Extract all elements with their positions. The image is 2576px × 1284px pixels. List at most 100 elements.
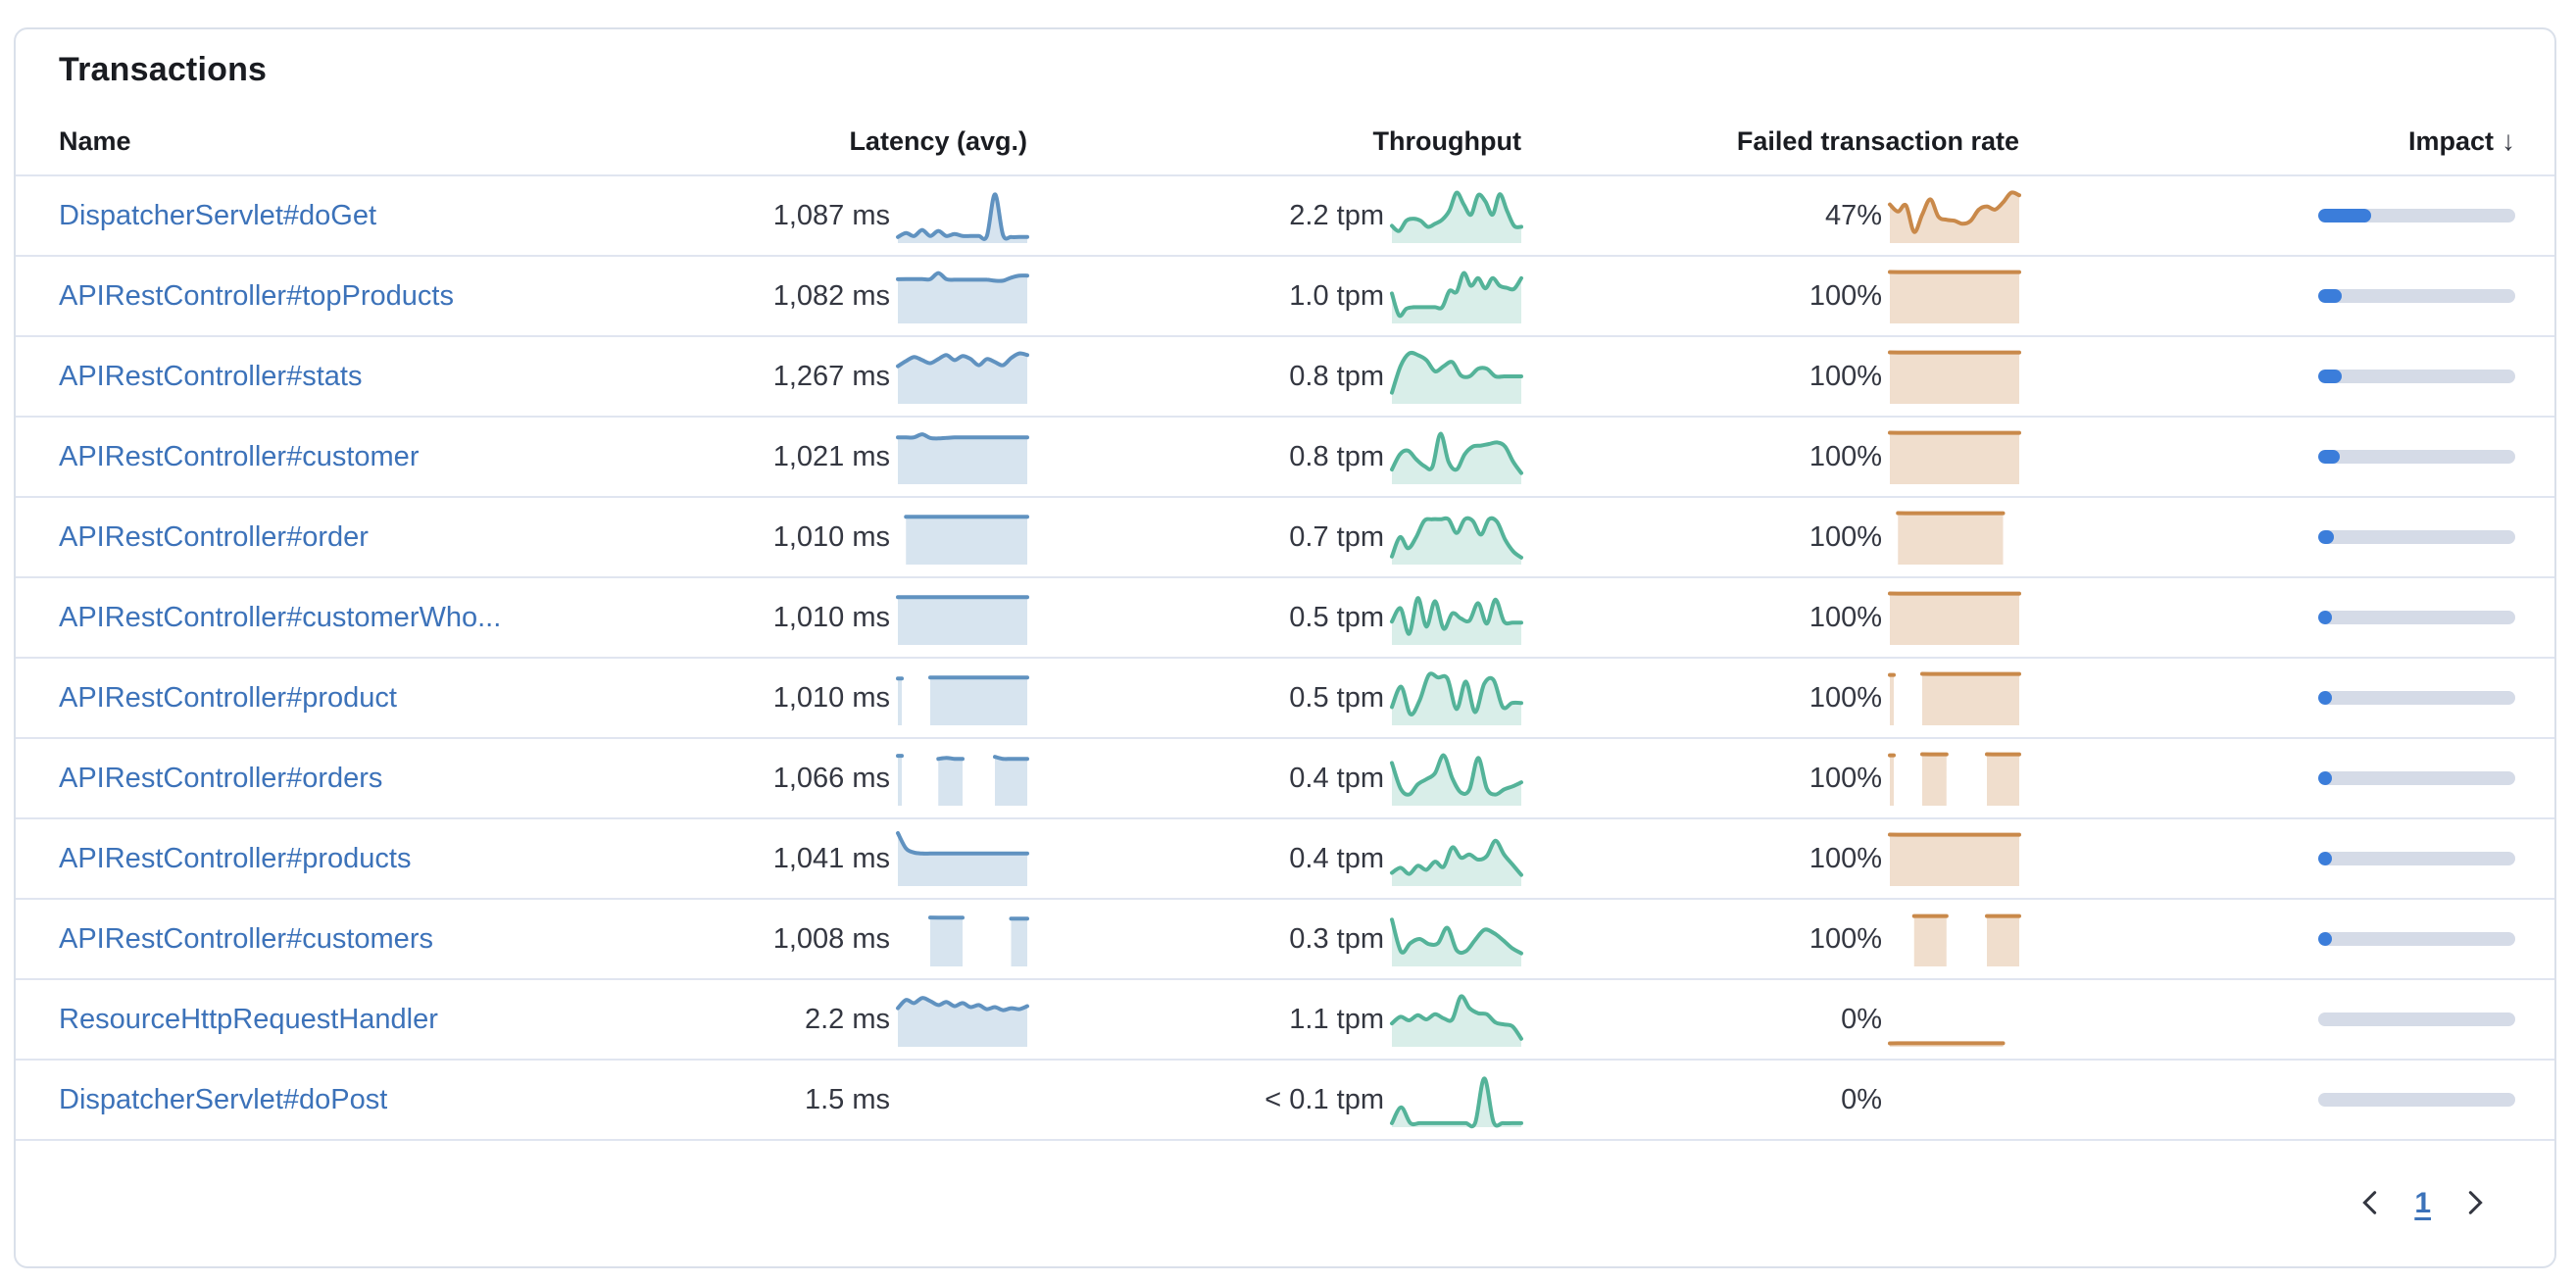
throughput-sparkline bbox=[1390, 912, 1523, 966]
column-header-name[interactable]: Name bbox=[59, 125, 131, 156]
failed-rate-value: 100% bbox=[1808, 279, 1882, 312]
transaction-name-link[interactable]: DispatcherServlet#doPost bbox=[59, 1083, 388, 1115]
impact-bar bbox=[2318, 771, 2515, 785]
panel-title: Transactions bbox=[59, 51, 268, 88]
chevron-right-icon bbox=[2460, 1188, 2490, 1220]
throughput-cell: 0.7 tpm bbox=[1289, 498, 1523, 576]
latency-sparkline bbox=[896, 429, 1029, 484]
impact-cell bbox=[2318, 659, 2515, 737]
latency-cell: 1,010 ms bbox=[772, 578, 1029, 657]
impact-cell bbox=[2318, 980, 2515, 1059]
latency-value: 1,010 ms bbox=[772, 601, 890, 633]
throughput-value: < 0.1 tpm bbox=[1264, 1083, 1384, 1115]
name-cell: APIRestController#topProducts bbox=[59, 257, 454, 335]
transaction-name-link[interactable]: APIRestController#customers bbox=[59, 922, 433, 955]
failed-rate-sparkline bbox=[1890, 912, 2021, 966]
transaction-name-link[interactable]: APIRestController#product bbox=[59, 681, 397, 714]
table-row: APIRestController#stats 1,267 ms 0.8 tpm… bbox=[16, 337, 2554, 418]
latency-cell: 1,087 ms bbox=[772, 176, 1029, 255]
impact-bar bbox=[2318, 691, 2515, 705]
throughput-cell: 0.8 tpm bbox=[1289, 337, 1523, 416]
column-header-impact[interactable]: Impact ↓ bbox=[2407, 125, 2515, 156]
failed-rate-value: 47% bbox=[1824, 199, 1882, 231]
failed-rate-sparkline bbox=[1888, 429, 2021, 484]
transaction-name-link[interactable]: APIRestController#customerWho... bbox=[59, 601, 502, 633]
impact-bar-fill bbox=[2318, 450, 2341, 464]
name-cell: APIRestController#product bbox=[59, 659, 397, 737]
latency-value: 1,087 ms bbox=[772, 199, 890, 231]
failed-rate-cell: 47% bbox=[1824, 176, 2021, 255]
throughput-value: 0.4 tpm bbox=[1289, 762, 1384, 794]
transaction-name-link[interactable]: ResourceHttpRequestHandler bbox=[59, 1003, 438, 1035]
impact-cell bbox=[2318, 257, 2515, 335]
throughput-cell: 1.1 tpm bbox=[1289, 980, 1523, 1059]
transaction-name-link[interactable]: APIRestController#products bbox=[59, 842, 412, 874]
impact-cell bbox=[2318, 498, 2515, 576]
name-cell: DispatcherServlet#doPost bbox=[59, 1061, 387, 1139]
failed-rate-value: 100% bbox=[1808, 360, 1882, 392]
latency-sparkline bbox=[896, 831, 1029, 886]
transaction-name-link[interactable]: DispatcherServlet#doGet bbox=[59, 199, 376, 231]
latency-sparkline bbox=[896, 992, 1029, 1047]
failed-rate-value: 0% bbox=[1841, 1083, 1882, 1115]
column-header-failed-rate[interactable]: Failed transaction rate bbox=[1736, 125, 2019, 156]
name-cell: DispatcherServlet#doGet bbox=[59, 176, 376, 255]
table-row: ResourceHttpRequestHandler 2.2 ms 1.1 tp… bbox=[16, 980, 2554, 1061]
transaction-name-link[interactable]: APIRestController#orders bbox=[59, 762, 383, 794]
name-cell: APIRestController#orders bbox=[59, 739, 382, 817]
failed-rate-cell: 100% bbox=[1808, 257, 2021, 335]
latency-sparkline bbox=[896, 349, 1029, 404]
previous-page-button[interactable] bbox=[2353, 1187, 2387, 1220]
failed-rate-sparkline bbox=[1890, 1072, 2019, 1127]
latency-value: 1,066 ms bbox=[772, 762, 890, 794]
impact-bar-fill bbox=[2318, 289, 2343, 303]
throughput-cell: 0.5 tpm bbox=[1289, 578, 1523, 657]
page-number-1[interactable]: 1 bbox=[2414, 1187, 2431, 1219]
failed-rate-sparkline bbox=[1888, 349, 2021, 404]
table-row: DispatcherServlet#doPost 1.5 ms < 0.1 tp… bbox=[16, 1061, 2554, 1141]
transaction-name-link[interactable]: APIRestController#stats bbox=[59, 360, 363, 392]
impact-cell bbox=[2318, 819, 2515, 898]
throughput-value: 1.1 tpm bbox=[1289, 1003, 1384, 1035]
throughput-cell: 0.3 tpm bbox=[1289, 900, 1523, 978]
failed-rate-sparkline bbox=[1888, 992, 2019, 1047]
latency-cell: 1,066 ms bbox=[772, 739, 1029, 817]
next-page-button[interactable] bbox=[2458, 1187, 2492, 1220]
table-row: APIRestController#topProducts 1,082 ms 1… bbox=[16, 257, 2554, 337]
throughput-sparkline bbox=[1390, 188, 1523, 243]
throughput-value: 0.8 tpm bbox=[1289, 440, 1384, 472]
failed-rate-value: 100% bbox=[1808, 922, 1882, 955]
throughput-value: 0.3 tpm bbox=[1289, 922, 1384, 955]
name-cell: APIRestController#customer bbox=[59, 418, 419, 496]
transactions-panel: Transactions Name Latency (avg.) Through… bbox=[14, 27, 2556, 1268]
impact-cell bbox=[2318, 418, 2515, 496]
name-cell: APIRestController#customers bbox=[59, 900, 433, 978]
throughput-sparkline bbox=[1390, 1072, 1523, 1129]
throughput-value: 0.7 tpm bbox=[1289, 520, 1384, 553]
latency-sparkline bbox=[896, 751, 1029, 806]
table-row: APIRestController#customerWho... 1,010 m… bbox=[16, 578, 2554, 659]
latency-cell: 1,041 ms bbox=[773, 819, 1029, 898]
name-cell: APIRestController#order bbox=[59, 498, 369, 576]
throughput-sparkline bbox=[1390, 429, 1523, 484]
failed-rate-cell: 100% bbox=[1809, 819, 2021, 898]
throughput-cell: < 0.1 tpm bbox=[1264, 1061, 1523, 1139]
throughput-value: 0.4 tpm bbox=[1289, 842, 1384, 874]
impact-bar-fill bbox=[2318, 370, 2343, 383]
throughput-sparkline bbox=[1390, 751, 1523, 806]
column-header-throughput[interactable]: Throughput bbox=[1372, 125, 1521, 156]
throughput-cell: 0.8 tpm bbox=[1289, 418, 1523, 496]
transaction-name-link[interactable]: APIRestController#customer bbox=[59, 440, 420, 472]
latency-cell: 1,010 ms bbox=[773, 498, 1029, 576]
table-row: APIRestController#orders 1,066 ms 0.4 tp… bbox=[16, 739, 2554, 819]
name-cell: ResourceHttpRequestHandler bbox=[59, 980, 438, 1059]
column-header-latency[interactable]: Latency (avg.) bbox=[849, 125, 1027, 156]
failed-rate-sparkline bbox=[1888, 670, 2021, 725]
transaction-name-link[interactable]: APIRestController#order bbox=[59, 520, 369, 553]
latency-sparkline bbox=[898, 510, 1029, 565]
failed-rate-sparkline bbox=[1888, 751, 2021, 806]
latency-cell: 1.5 ms bbox=[805, 1061, 1027, 1139]
transaction-name-link[interactable]: APIRestController#topProducts bbox=[59, 279, 454, 312]
throughput-sparkline bbox=[1390, 510, 1523, 565]
